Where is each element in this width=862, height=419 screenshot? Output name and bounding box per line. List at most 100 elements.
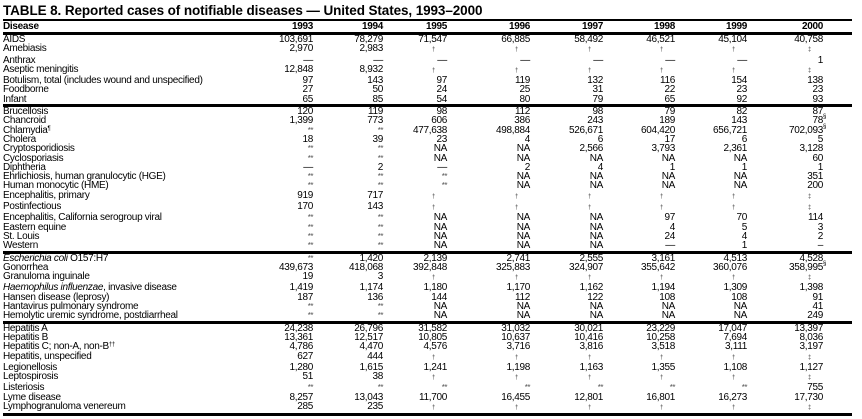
spacer bbox=[823, 76, 852, 85]
spacer bbox=[823, 44, 852, 55]
cell-1999: ** bbox=[675, 383, 748, 392]
cell-1993: ** bbox=[270, 126, 314, 135]
cell-1997: 2,566 bbox=[530, 143, 603, 155]
cell-value: 122 bbox=[587, 291, 603, 303]
spacer bbox=[823, 56, 852, 65]
cell-value: 2 bbox=[377, 161, 384, 173]
cell-value: 39 bbox=[372, 133, 383, 145]
cell-2000: 91 bbox=[747, 292, 823, 302]
cell-2000: 5 bbox=[747, 134, 824, 144]
cell-1997: † bbox=[530, 372, 603, 383]
cell-value: 12,848 bbox=[284, 63, 313, 75]
cell-value: 1 bbox=[817, 161, 824, 173]
disease-name: Hepatitis C; non-A, non-B†† bbox=[3, 342, 270, 352]
cell-value: NA bbox=[516, 180, 531, 192]
cell-1993: 19 bbox=[270, 272, 313, 283]
cell-value: 3,518 bbox=[651, 341, 675, 353]
table-row: Brucellosis 120 119 98 112 98 79 82 87 bbox=[3, 106, 852, 117]
cell-value: — bbox=[665, 54, 675, 66]
cell-value: 3,161 bbox=[651, 252, 675, 264]
cell-value: 50 bbox=[372, 84, 383, 96]
cell-1998: † bbox=[603, 65, 675, 76]
disease-name: Hantavirus pulmonary syndrome bbox=[3, 302, 270, 312]
cell-value: 4,528 bbox=[799, 252, 823, 264]
cell-1999: † bbox=[675, 352, 747, 363]
not-notifiable-marker: † bbox=[587, 205, 591, 212]
cell-1999: NA bbox=[675, 181, 748, 191]
cell-value: NA bbox=[433, 240, 448, 252]
cell-1994: 119 bbox=[313, 106, 383, 117]
disease-name: Hepatitis, unspecified bbox=[3, 351, 270, 363]
cell-number: 78 bbox=[812, 115, 823, 127]
cell-value: — bbox=[520, 54, 530, 66]
cell-2000: 351 bbox=[747, 172, 823, 182]
disease-name: Chancroid bbox=[3, 116, 270, 126]
cell-value: 360,076 bbox=[712, 261, 747, 273]
cell-1995: 392,848 bbox=[383, 262, 447, 272]
cell-1996: 80 bbox=[447, 94, 530, 106]
cell-value: 717 bbox=[367, 189, 383, 201]
table-row: Leptospirosis 51 38 † † † † † ‡ bbox=[3, 372, 852, 383]
cell-1999: † bbox=[675, 402, 747, 415]
cell-1995: 11,700 bbox=[383, 392, 447, 402]
cell-2000: 1 bbox=[747, 55, 824, 65]
cell-1993: ** bbox=[270, 383, 314, 392]
table-row: Hemolytic uremic syndrome, postdiarrheal… bbox=[3, 311, 852, 323]
cell-1995: 97 bbox=[383, 76, 447, 86]
cell-value: 31,582 bbox=[418, 322, 447, 334]
cell-1996: † bbox=[447, 44, 530, 55]
disease-name-text: Amebiasis bbox=[3, 43, 47, 55]
cell-value: 17,730 bbox=[794, 391, 823, 403]
cell-1993: 919 bbox=[270, 190, 313, 202]
cell-1995: † bbox=[383, 65, 447, 76]
not-notifiable-marker: † bbox=[731, 67, 735, 74]
disease-name-text: Legionellosis bbox=[3, 361, 57, 373]
cell-1995: NA bbox=[383, 144, 448, 154]
not-notifiable-marker: † bbox=[431, 67, 435, 74]
cell-1996: 2 bbox=[447, 162, 531, 172]
cell-1998: 79 bbox=[603, 106, 675, 117]
cell-1993: ** bbox=[270, 311, 314, 322]
not-notifiable-marker: † bbox=[431, 205, 435, 212]
table-row: Hepatitis B 13,361 12,517 10,805 10,637 10,41… bbox=[3, 331, 852, 343]
cell-1997: 324,907 bbox=[530, 262, 603, 272]
cell-value: – bbox=[817, 240, 824, 252]
cell-value: 1,309 bbox=[723, 282, 747, 294]
disease-name-text: AIDS bbox=[3, 34, 26, 45]
cell-value: 58,492 bbox=[574, 34, 603, 45]
cell-value: NA bbox=[433, 152, 448, 164]
cell-1997: † bbox=[530, 44, 603, 55]
cell-1995: 54 bbox=[383, 94, 447, 106]
not-notifiable-marker: † bbox=[659, 275, 663, 282]
not-notifiable-marker: † bbox=[514, 404, 518, 411]
cell-value: 12,801 bbox=[574, 391, 603, 403]
cell-1999: 4 bbox=[675, 231, 748, 241]
table-row: Granuloma inguinale 19 3 † † † † † ‡ bbox=[3, 272, 852, 283]
footnote-marker: ¶ bbox=[47, 125, 51, 132]
cell-value: 2,555 bbox=[579, 252, 603, 264]
cell-1994: ** bbox=[313, 154, 384, 163]
cell-value: 41 bbox=[812, 301, 823, 313]
cell-1999: † bbox=[675, 65, 747, 76]
cell-value: ** bbox=[307, 222, 314, 232]
column-header-1997: 1997 bbox=[581, 21, 603, 32]
cell-2000: 1 bbox=[747, 161, 824, 173]
cell-1996: † bbox=[447, 191, 530, 202]
cell-1999: 17,047 bbox=[675, 322, 747, 333]
cell-value: 97 bbox=[664, 212, 675, 224]
cell-1995: 477,638 bbox=[383, 125, 447, 135]
cell-1994: ** bbox=[313, 181, 384, 190]
cell-value: 10,258 bbox=[646, 331, 675, 343]
cell-value: 132 bbox=[587, 75, 603, 87]
cell-value: 187 bbox=[297, 291, 313, 303]
cell-1998: 1 bbox=[603, 162, 676, 172]
cell-value: 2,566 bbox=[579, 143, 603, 155]
disease-name-text: Hepatitis A bbox=[3, 322, 48, 334]
cell-value: 8,932 bbox=[359, 63, 383, 75]
cell-value: 243 bbox=[587, 115, 603, 127]
table-row: Legionellosis 1,280 1,615 1,241 1,198 1,163 1,… bbox=[3, 361, 852, 373]
disease-name-text: Encephalitis, primary bbox=[3, 189, 90, 201]
disease-name-text: Cholera bbox=[3, 133, 36, 145]
disease-name: Foodborne bbox=[3, 85, 270, 95]
cell-value: 108 bbox=[659, 291, 675, 303]
